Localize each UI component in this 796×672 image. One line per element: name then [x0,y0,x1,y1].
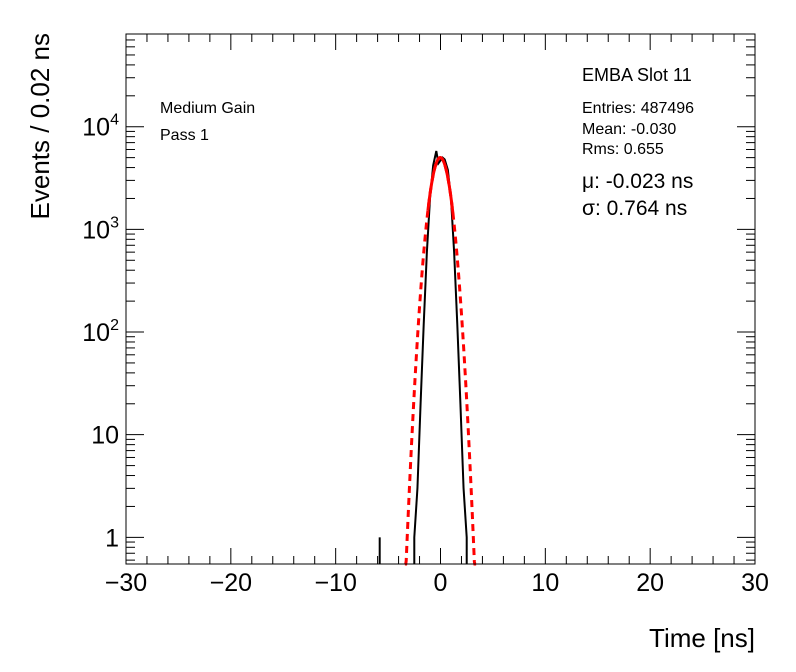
x-axis-title: Time [ns] [649,623,755,653]
rms-stat: Rms: 0.655 [582,141,664,158]
gaussian-fit-solid [426,156,455,215]
x-tick-label: −10 [314,569,356,597]
mean-stat: Mean: -0.030 [582,121,676,138]
x-tick-label: 20 [636,569,664,597]
x-tick-label: −20 [210,569,252,597]
y-tick-label: 1 [105,524,119,552]
fit-sigma-label: σ: 0.764 ns [582,197,687,220]
x-tick-label: 30 [741,569,769,597]
slot-label: EMBA Slot 11 [582,65,692,85]
y-tick-label: 10 [91,422,119,450]
x-tick-label: −30 [105,569,147,597]
series-layer [378,150,477,566]
histogram-series [413,150,468,564]
x-tick-label: 10 [531,569,559,597]
y-tick-label: 104 [82,112,119,142]
pass-label: Pass 1 [160,127,209,144]
y-axis-ticks: 1 10 102 103 104 [82,33,755,561]
y-tick-label: 103 [82,214,119,244]
x-axis-ticks: −30 −20 −10 0 10 20 30 [105,34,769,597]
y-tick-label: 102 [82,317,119,347]
fit-mu-label: μ: -0.023 ns [582,170,693,193]
entries-stat: Entries: 487496 [582,100,694,117]
y-axis-title: Events / 0.02 ns [25,33,55,219]
gain-label: Medium Gain [160,100,255,117]
x-tick-label: 0 [434,569,448,597]
